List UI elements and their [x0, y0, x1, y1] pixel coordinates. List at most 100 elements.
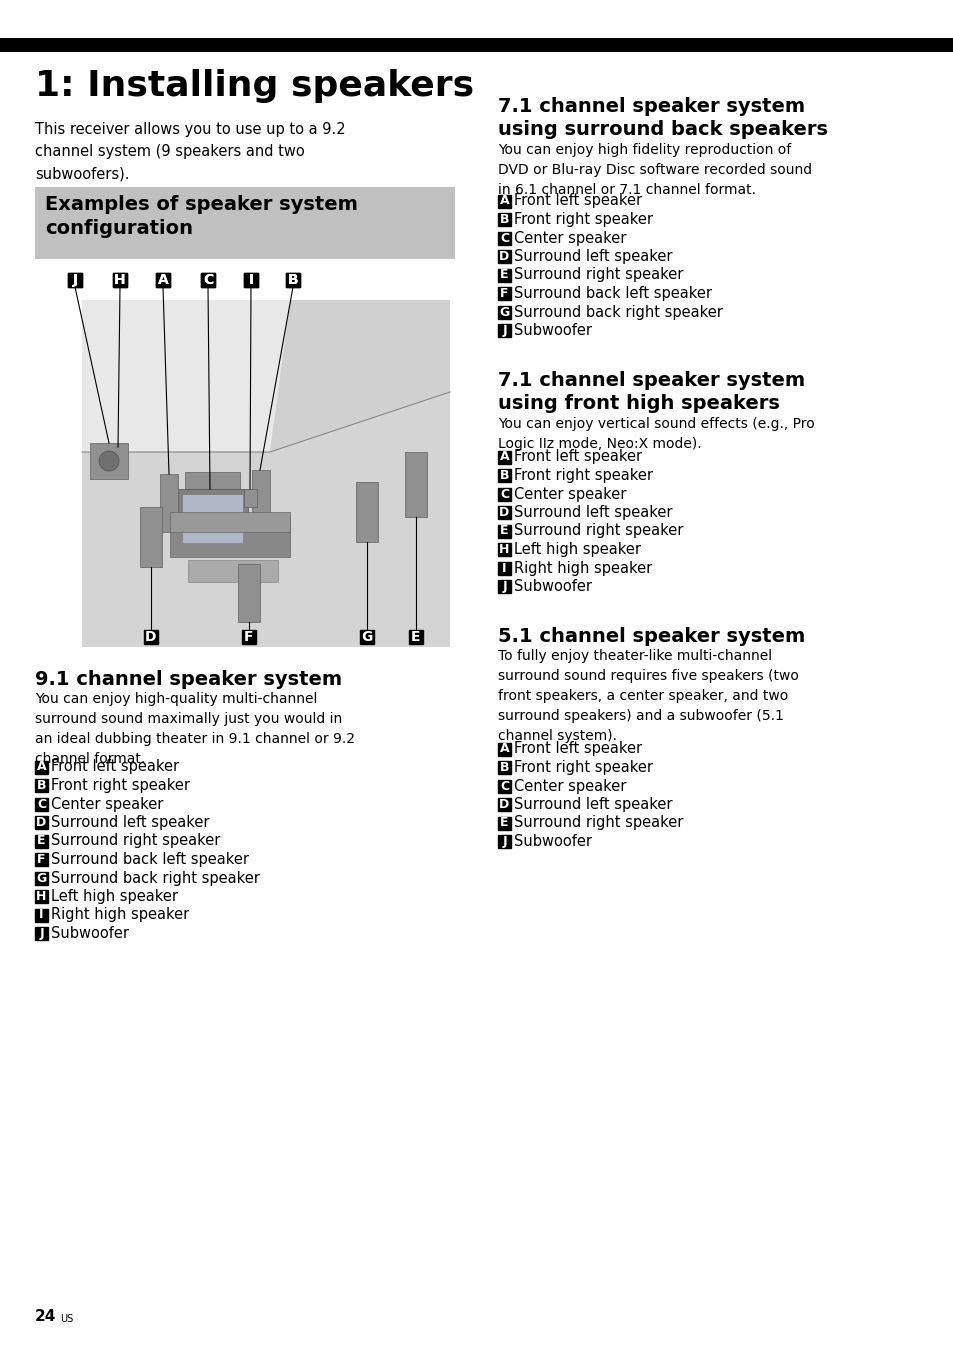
Text: E: E: [499, 269, 508, 281]
Polygon shape: [82, 300, 290, 452]
Text: A: A: [157, 273, 168, 287]
Text: Left high speaker: Left high speaker: [514, 542, 640, 557]
Text: Surround right speaker: Surround right speaker: [514, 523, 682, 538]
Bar: [497, 506, 511, 519]
Bar: [35, 909, 48, 922]
Bar: [170, 516, 290, 557]
Text: 24: 24: [35, 1309, 56, 1324]
Text: A: A: [36, 760, 47, 773]
Text: I: I: [501, 561, 506, 575]
Text: E: E: [499, 817, 508, 830]
Text: D: D: [498, 250, 509, 264]
Bar: [497, 450, 511, 464]
Text: Surround left speaker: Surround left speaker: [514, 506, 672, 521]
Text: 7.1 channel speaker system
using front high speakers: 7.1 channel speaker system using front h…: [497, 370, 804, 412]
Bar: [252, 470, 270, 522]
Text: C: C: [499, 780, 509, 792]
Text: Front left speaker: Front left speaker: [514, 741, 641, 757]
Bar: [286, 273, 299, 287]
Bar: [144, 630, 158, 644]
Bar: [244, 273, 257, 287]
Bar: [178, 489, 248, 548]
Bar: [90, 443, 128, 479]
Bar: [35, 187, 455, 260]
Bar: [35, 262, 455, 652]
Text: US: US: [60, 1314, 73, 1324]
Text: J: J: [501, 580, 506, 594]
Text: B: B: [499, 214, 509, 226]
Bar: [242, 630, 255, 644]
Text: Center speaker: Center speaker: [514, 779, 626, 794]
Text: H: H: [114, 273, 126, 287]
Bar: [35, 760, 48, 773]
Text: Center speaker: Center speaker: [514, 230, 626, 246]
Bar: [497, 544, 511, 556]
Text: H: H: [498, 544, 509, 556]
Text: Surround right speaker: Surround right speaker: [51, 833, 220, 849]
Text: Right high speaker: Right high speaker: [51, 907, 189, 922]
Bar: [497, 231, 511, 245]
Text: Surround back left speaker: Surround back left speaker: [51, 852, 249, 867]
Bar: [237, 564, 260, 622]
Text: J: J: [72, 273, 77, 287]
Text: E: E: [411, 630, 420, 644]
Text: J: J: [501, 324, 506, 337]
Bar: [497, 250, 511, 264]
Text: Front right speaker: Front right speaker: [514, 468, 652, 483]
Text: A: A: [499, 195, 509, 207]
Bar: [244, 273, 257, 287]
Text: Front right speaker: Front right speaker: [51, 777, 190, 794]
Bar: [244, 489, 256, 507]
Text: C: C: [203, 273, 213, 287]
Text: B: B: [37, 779, 46, 792]
Bar: [286, 273, 299, 287]
Text: C: C: [499, 231, 509, 245]
Bar: [183, 495, 243, 544]
Bar: [497, 780, 511, 792]
Bar: [497, 269, 511, 281]
Text: B: B: [288, 273, 298, 287]
Bar: [188, 560, 277, 581]
Bar: [497, 761, 511, 773]
Text: Front left speaker: Front left speaker: [514, 449, 641, 465]
Text: Surround right speaker: Surround right speaker: [514, 815, 682, 830]
Bar: [497, 580, 511, 594]
Circle shape: [99, 452, 119, 470]
Text: A: A: [157, 273, 168, 287]
Polygon shape: [270, 300, 450, 452]
Text: I: I: [39, 909, 44, 922]
Text: Front left speaker: Front left speaker: [51, 760, 179, 775]
Bar: [497, 214, 511, 226]
Bar: [497, 798, 511, 811]
Text: J: J: [39, 927, 44, 940]
Bar: [497, 324, 511, 337]
Text: Examples of speaker system
configuration: Examples of speaker system configuration: [45, 195, 357, 238]
Bar: [497, 195, 511, 207]
Bar: [112, 448, 125, 466]
Bar: [185, 472, 240, 492]
Text: G: G: [361, 630, 373, 644]
Text: J: J: [72, 273, 77, 287]
Text: C: C: [499, 488, 509, 500]
Bar: [112, 273, 127, 287]
Text: Front left speaker: Front left speaker: [514, 193, 641, 208]
Bar: [355, 483, 377, 542]
Text: Surround left speaker: Surround left speaker: [514, 249, 672, 264]
Text: C: C: [37, 798, 46, 810]
Text: D: D: [498, 506, 509, 519]
Bar: [160, 475, 178, 531]
Text: 5.1 channel speaker system: 5.1 channel speaker system: [497, 627, 804, 646]
Bar: [201, 273, 214, 287]
Text: Surround back left speaker: Surround back left speaker: [514, 287, 711, 301]
Bar: [156, 273, 170, 287]
Text: Surround back right speaker: Surround back right speaker: [51, 871, 259, 886]
Polygon shape: [82, 392, 450, 648]
Text: J: J: [501, 836, 506, 848]
Text: Left high speaker: Left high speaker: [51, 890, 178, 904]
Text: H: H: [36, 890, 47, 903]
Text: Front right speaker: Front right speaker: [514, 760, 652, 775]
Text: You can enjoy vertical sound effects (e.g., Pro
Logic IIz mode, Neo:X mode).: You can enjoy vertical sound effects (e.…: [497, 416, 814, 452]
Text: D: D: [36, 817, 47, 829]
Text: You can enjoy high fidelity reproduction of
DVD or Blu-ray Disc software recorde: You can enjoy high fidelity reproduction…: [497, 143, 811, 197]
Bar: [497, 817, 511, 830]
